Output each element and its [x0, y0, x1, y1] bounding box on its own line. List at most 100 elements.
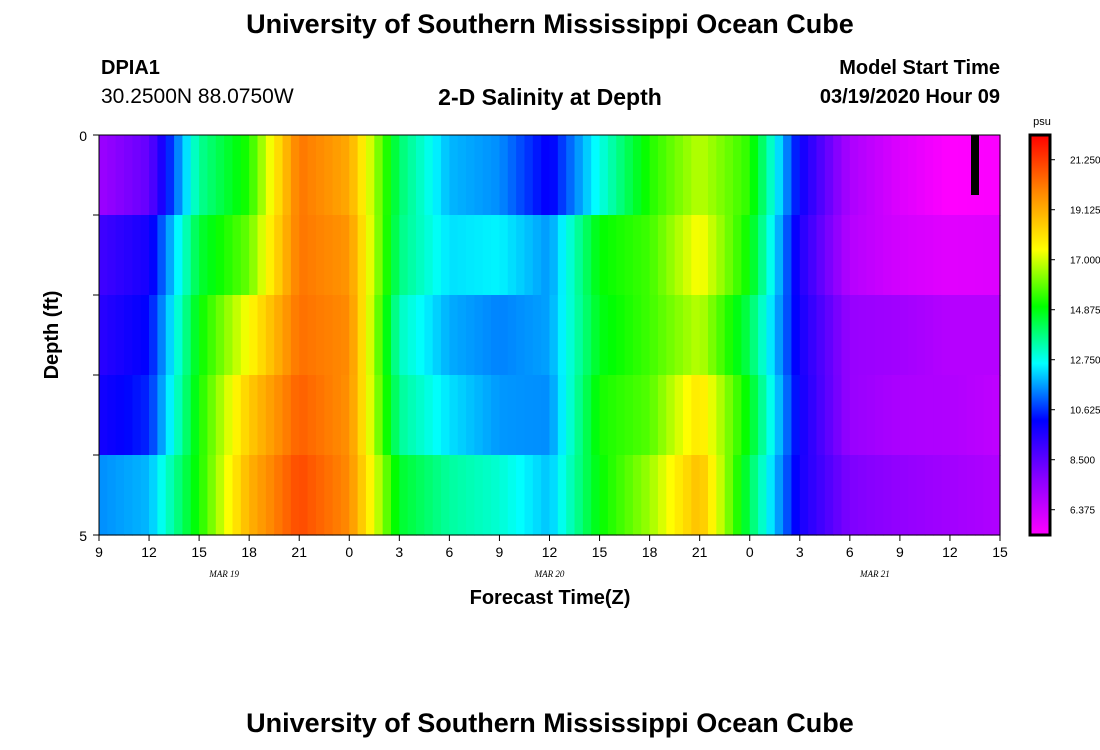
heatmap-cell: [933, 455, 943, 536]
heatmap-cell: [924, 295, 934, 376]
heatmap-cell: [657, 295, 667, 376]
heatmap-cell: [524, 215, 534, 296]
heatmap-cell: [449, 295, 459, 376]
heatmap-cell: [416, 295, 425, 376]
heatmap-cell: [649, 215, 659, 296]
heatmap-cell: [282, 295, 292, 376]
x-tick-label: 0: [746, 544, 754, 560]
heatmap-cell: [240, 375, 250, 456]
heatmap-cell: [858, 135, 868, 216]
heatmap-cell: [983, 135, 993, 216]
heatmap-cell: [591, 455, 601, 536]
heatmap-cell: [499, 135, 509, 216]
heatmap-cell: [207, 135, 217, 216]
heatmap-cell: [399, 135, 409, 216]
heatmap-cell: [724, 455, 734, 536]
heatmap-cell: [190, 135, 200, 216]
heatmap-cell: [574, 295, 584, 376]
heatmap-cell: [941, 135, 951, 216]
heatmap-cell: [324, 295, 334, 376]
heatmap-cell: [758, 375, 767, 456]
heatmap-cell: [733, 455, 742, 536]
station-coordinates: 30.2500N 88.0750W: [101, 85, 294, 108]
heatmap-cell: [716, 295, 726, 376]
heatmap-cell: [641, 215, 651, 296]
heatmap-cell: [149, 375, 158, 456]
heatmap-cell: [599, 375, 609, 456]
heatmap-cell: [574, 135, 584, 216]
heatmap-cell: [766, 455, 776, 536]
heatmap-cell: [974, 215, 984, 296]
heatmap-cell: [916, 295, 926, 376]
heatmap-cell: [799, 295, 809, 376]
heatmap-cell: [265, 135, 275, 216]
heatmap-cell: [766, 135, 776, 216]
heatmap-cell: [607, 215, 617, 296]
heatmap-cell: [966, 455, 976, 536]
heatmap-cell: [307, 135, 317, 216]
heatmap-cell: [824, 215, 834, 296]
heatmap-cell: [340, 135, 350, 216]
heatmap-cell: [416, 135, 425, 216]
heatmap-cell: [232, 215, 242, 296]
x-tick-label: 3: [796, 544, 804, 560]
heatmap-cell: [115, 375, 125, 456]
heatmap-cell: [491, 215, 501, 296]
heatmap-cell: [749, 135, 759, 216]
heatmap-cell: [824, 455, 834, 536]
heatmap-cell: [441, 375, 450, 456]
heatmap-cell: [124, 135, 133, 216]
heatmap-cell: [641, 375, 651, 456]
heatmap-cell: [641, 295, 651, 376]
heatmap-cell: [349, 295, 359, 376]
heatmap-cell: [791, 215, 801, 296]
heatmap-cell: [190, 215, 200, 296]
heatmap-cell: [407, 135, 417, 216]
heatmap-cell: [874, 375, 884, 456]
heatmap-cell: [357, 295, 367, 376]
heatmap-cell: [816, 215, 826, 296]
heatmap-cell: [532, 455, 542, 536]
heatmap-cell: [591, 215, 601, 296]
heatmap-cell: [833, 375, 843, 456]
heatmap-cell: [574, 215, 584, 296]
heatmap-cell: [908, 455, 918, 536]
heatmap-cell: [424, 375, 434, 456]
heatmap-cell: [566, 215, 576, 296]
heatmap-cell: [974, 295, 984, 376]
heatmap-cell: [532, 375, 542, 456]
heatmap-cell: [132, 295, 142, 376]
heatmap-cell: [557, 215, 567, 296]
heatmap-cell: [182, 375, 192, 456]
heatmap-cell: [716, 135, 726, 216]
heatmap-cell: [115, 295, 125, 376]
heatmap-cell: [983, 455, 993, 536]
heatmap-cell: [357, 375, 367, 456]
heatmap-cell: [507, 375, 517, 456]
heatmap-cell: [249, 215, 259, 296]
heatmap-cell: [224, 295, 234, 376]
heatmap-cell: [682, 295, 692, 376]
heatmap-cell: [674, 455, 684, 536]
heatmap-cell: [99, 295, 108, 376]
heatmap-cell: [365, 375, 375, 456]
heatmap-cell: [649, 135, 659, 216]
heatmap-cell: [883, 295, 893, 376]
heatmap-cell: [816, 135, 826, 216]
heatmap-cell: [149, 295, 158, 376]
heatmap-cell: [340, 295, 350, 376]
heatmap-cell: [833, 215, 843, 296]
heatmap-cell: [249, 375, 259, 456]
heatmap-cell: [682, 455, 692, 536]
heatmap-cell: [624, 375, 634, 456]
x-tick-label: 9: [496, 544, 504, 560]
heatmap-cell: [966, 375, 976, 456]
heatmap-cell: [866, 215, 876, 296]
heatmap-cell: [466, 135, 476, 216]
heatmap-cell: [657, 455, 667, 536]
heatmap-cell: [482, 215, 492, 296]
x-tick-label: 0: [345, 544, 353, 560]
heatmap-cell: [407, 215, 417, 296]
y-tick-label-top: 0: [79, 128, 87, 144]
heatmap-cell: [841, 375, 851, 456]
